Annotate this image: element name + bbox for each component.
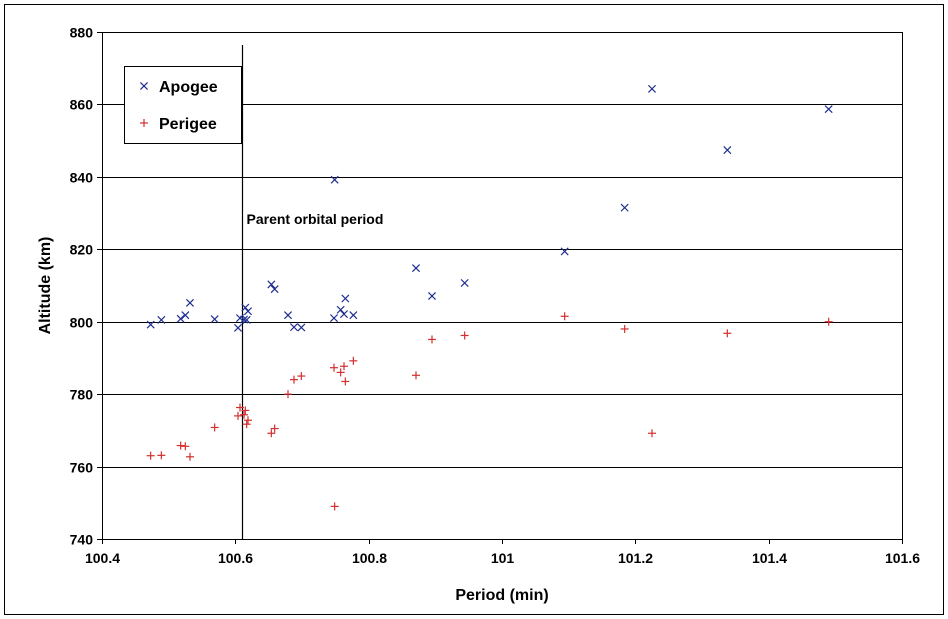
y-tick-label: 800 — [70, 315, 94, 331]
perigee-point — [157, 451, 166, 460]
apogee-point — [267, 280, 276, 289]
perigee-point — [290, 375, 298, 384]
parent-orbital-period-label: Parent orbital period — [247, 211, 384, 227]
perigee-point — [723, 329, 732, 338]
legend-perigee-label: Perigee — [159, 116, 217, 133]
x-axis-title: Period (min) — [455, 587, 548, 604]
perigee-point — [210, 423, 219, 432]
x-tick-label: 101.6 — [885, 550, 920, 566]
y-tick-label: 780 — [70, 387, 94, 403]
perigee-point — [340, 362, 348, 371]
perigee-point — [560, 312, 569, 321]
perigee-point — [244, 416, 252, 425]
annotation-group: Parent orbital period — [241, 45, 384, 539]
apogee-point — [341, 294, 350, 303]
apogee-point — [330, 175, 339, 184]
y-tick-label: 860 — [70, 97, 94, 113]
series-perigee — [146, 312, 833, 511]
x-tick-label: 100.4 — [85, 550, 120, 566]
perigee-point — [648, 429, 656, 438]
apogee-point — [427, 291, 437, 301]
perigee-point — [186, 452, 194, 461]
y-tick-label: 760 — [70, 460, 94, 476]
perigee-point — [146, 451, 155, 460]
perigee-point — [284, 390, 292, 399]
x-tick-label: 100.6 — [218, 550, 253, 566]
perigee-point — [349, 356, 358, 365]
x-axis-ticks: 100.4 100.6 100.8 101 101.2 101.4 101.6 — [85, 539, 920, 566]
apogee-point — [283, 311, 293, 320]
perigee-point — [330, 502, 339, 511]
perigee-point — [236, 403, 244, 412]
apogee-point — [349, 311, 358, 320]
y-tick-label: 820 — [70, 242, 94, 258]
apogee-point — [185, 298, 195, 307]
apogee-point — [336, 305, 345, 314]
legend-apogee-label: Apogee — [159, 79, 218, 96]
apogee-point — [647, 84, 657, 93]
legend: Apogee Perigee — [124, 66, 242, 144]
apogee-point — [270, 285, 279, 294]
y-tick-label: 740 — [70, 532, 94, 548]
apogee-point — [824, 105, 833, 114]
legend-perigee-marker — [140, 119, 148, 127]
apogee-point — [242, 315, 251, 324]
x-tick-label: 100.8 — [352, 550, 387, 566]
apogee-point — [239, 315, 249, 324]
apogee-point — [233, 323, 243, 332]
perigee-point — [620, 324, 629, 333]
apogee-point — [560, 247, 569, 256]
series-apogee — [146, 84, 833, 332]
apogee-point — [297, 323, 306, 332]
perigee-point — [241, 406, 250, 415]
apogee-point — [460, 278, 469, 287]
perigee-point — [240, 410, 248, 419]
x-tick-label: 101.2 — [618, 550, 653, 566]
apogee-point — [411, 264, 421, 273]
apogee-point — [339, 310, 349, 319]
perigee-point — [270, 424, 279, 433]
legend-apogee-marker — [139, 81, 149, 91]
perigee-point — [297, 372, 306, 381]
apogee-point — [620, 203, 629, 212]
apogee-point — [146, 320, 155, 329]
perigee-point — [341, 377, 350, 386]
apogee-point — [723, 146, 732, 155]
x-tick-label: 101.4 — [752, 550, 787, 566]
perigee-point — [824, 317, 833, 326]
apogee-point — [241, 303, 250, 312]
apogee-point — [181, 311, 190, 320]
x-tick-label: 101 — [491, 550, 515, 566]
perigee-point — [460, 331, 469, 340]
y-axis-ticks: 740 760 780 800 820 840 860 880 — [70, 25, 102, 548]
apogee-point — [210, 315, 219, 324]
perigee-point — [267, 429, 276, 438]
perigee-point — [330, 363, 338, 372]
apogee-point — [243, 307, 253, 316]
perigee-point — [336, 368, 345, 377]
y-tick-label: 840 — [70, 170, 94, 186]
perigee-point — [181, 442, 190, 451]
apogee-point — [329, 314, 339, 323]
y-axis-title: Altitude (km) — [37, 237, 54, 335]
apogee-point — [289, 323, 299, 332]
apogee-point — [176, 314, 185, 323]
perigee-point — [412, 371, 420, 380]
perigee-point — [176, 441, 185, 450]
data-series — [146, 84, 833, 511]
apogee-point — [157, 315, 166, 324]
perigee-point — [428, 335, 436, 344]
legend-box — [124, 66, 242, 144]
y-tick-label: 880 — [70, 25, 94, 41]
perigee-point — [234, 411, 242, 420]
perigee-point — [242, 420, 251, 429]
